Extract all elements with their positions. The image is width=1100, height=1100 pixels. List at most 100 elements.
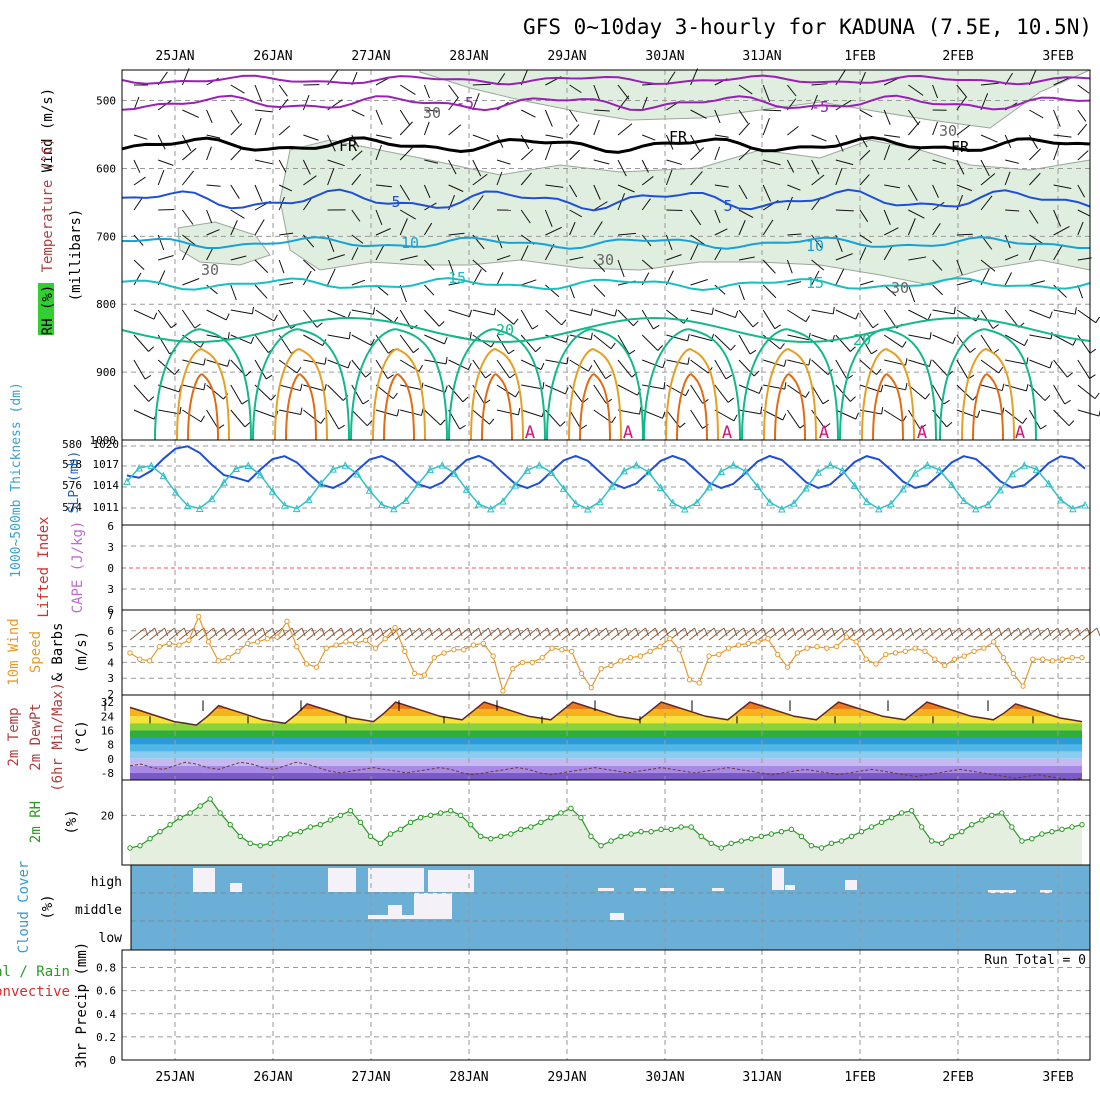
slp-marker [705,482,713,491]
wind10-barb [532,627,548,641]
wind-barb-feather [774,324,781,330]
wind-barb-feather [590,332,593,340]
wind10-barb [689,627,705,641]
rh2m-point [478,833,484,840]
wind-barb-feather [559,421,566,427]
precip-tick: 0.4 [96,1008,116,1021]
chart-title: GFS 0~10day 3-hourly for KADUNA (7.5E, 1… [523,15,1092,39]
wind-barb-feather [992,324,999,329]
wind10-barb [1042,627,1059,641]
wind10-barb [325,627,342,641]
rh2m-point [618,833,624,840]
wind10-barb-feather [703,627,708,637]
slp-marker [984,500,992,508]
wind-barb [859,359,877,375]
wind-barb [835,134,844,152]
slp-marker [899,484,907,493]
contour-label: 10 [806,237,824,255]
wind-barb [375,184,392,188]
wind-barb-feather [679,422,686,428]
wind-barb [375,309,395,324]
slp-tick-right: 1017 [93,458,120,471]
wind-barb [182,359,204,366]
label-wind10-b: Speed [28,631,44,673]
wind-barb [399,209,416,220]
wind-barb [666,309,685,324]
diurnal-loop-8-2 [872,373,904,441]
diurnal-loop-9-1 [961,348,1015,441]
wind10-barb [983,627,1000,641]
wind-barb-feather [977,410,981,418]
slp-marker [838,466,847,475]
wind10-barb [316,627,332,641]
wind-barb [520,148,534,161]
wind-barb [278,125,291,136]
slp-tick-left: 576 [62,479,82,492]
wind10-barb-feather [978,627,983,637]
wind10-point [951,656,958,662]
wind-barb [400,255,418,261]
wind10-barb-feather [213,627,218,637]
wind10-barb [404,627,421,641]
wind-barb [811,174,825,186]
rh2m-point [918,824,925,830]
wind-barb [835,309,856,320]
rh2m-point [177,814,183,821]
wind-barb-feather [1026,357,1029,365]
rh2m-point [407,819,414,826]
wind-barb-feather [244,421,251,428]
wind-barb [206,229,220,236]
wind-barb [158,255,174,261]
wind-barb [762,409,784,421]
wind-barb [617,123,633,136]
wind-barb [641,272,650,286]
wind10-point [853,639,859,645]
bottom-date-25JAN: 25JAN [155,1070,194,1085]
wind-barb [545,284,560,298]
wind-barb-feather [440,419,446,426]
wind-barb [1053,244,1064,261]
temp-contour-20 [121,316,1091,344]
wind-barb [714,359,727,380]
wind-barb [1077,221,1084,236]
wind10-point [1000,654,1007,661]
rh2m-point [267,840,273,847]
wind-barb [617,184,635,193]
wind10-barb [993,627,1009,641]
wind-barb-feather [657,345,663,351]
wind-barb [351,384,364,405]
wind10-barb [963,627,980,641]
wind-barb [424,384,446,393]
wind10-barb [914,627,931,641]
wind-barb [472,409,490,425]
wind-barb-feather [662,411,666,419]
contour-label: 5 [723,197,732,215]
diurnal-loop-8-0 [839,328,937,441]
slp-marker [559,484,568,492]
cloud-block [634,888,646,891]
wind-barb [351,109,365,117]
wind-barb [980,159,990,177]
wind10-barb [139,627,156,641]
wind10-point [421,672,428,678]
wind-barb [762,284,777,299]
wind10-barb [826,627,843,641]
wind-barb-feather [320,417,326,424]
wind-barb [835,334,851,352]
label-wind10-a: 10m Wind [6,618,22,685]
wind-barb [859,149,871,161]
wind-barb [641,309,654,330]
wind10-point [274,634,280,640]
wind-barb-feather [273,314,278,322]
wind-barb [424,159,439,164]
wind10-point [794,650,801,656]
wind-barb [254,159,273,165]
wind10-barb [561,627,578,641]
label-cape: CAPE (J/kg) [70,521,86,614]
cloud-block [428,870,474,892]
wind-barb-feather [872,323,879,329]
wind-barb [254,84,263,102]
wind-barb [714,228,728,236]
wind-barb [1053,134,1072,138]
rh2m-point [387,831,394,837]
